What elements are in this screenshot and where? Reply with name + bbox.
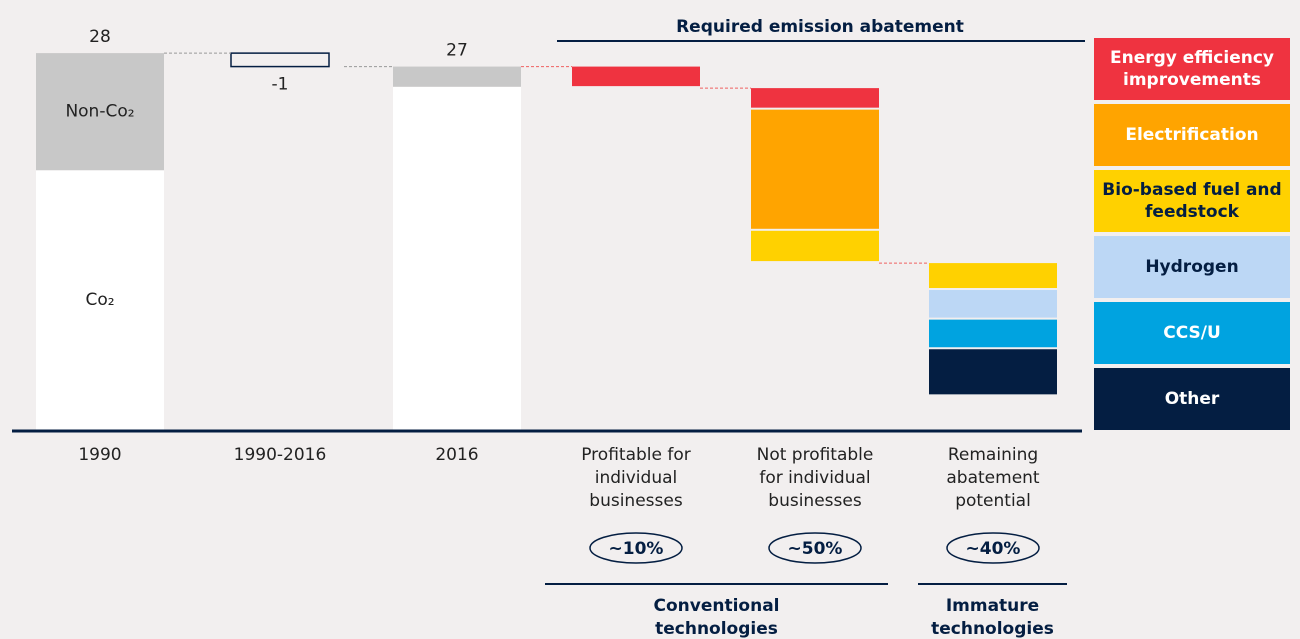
legend-swatch <box>1094 368 1290 430</box>
bar-segment <box>36 53 164 171</box>
legend-label: Electrification <box>1125 125 1258 145</box>
bar-segment <box>751 109 879 229</box>
x-tick-label: Profitable for individual businesses <box>581 445 691 511</box>
x-tick-label: 1990-2016 <box>234 445 327 465</box>
legend-label: Hydrogen <box>1145 257 1238 277</box>
legend-label: CCS/U <box>1163 323 1221 343</box>
bar-segment <box>929 319 1057 348</box>
share-badge <box>768 532 862 564</box>
total-label: 27 <box>446 41 468 61</box>
group-label: Immature technologies <box>931 596 1054 639</box>
share-label: ~10% <box>609 539 664 559</box>
bar-segment <box>751 88 879 108</box>
share-label: ~40% <box>966 539 1021 559</box>
change-bar <box>230 52 330 68</box>
total-label: 28 <box>89 27 111 47</box>
legend-swatch <box>1094 170 1290 232</box>
segment-label: Non-Co₂ <box>65 102 134 122</box>
segment-label: Co₂ <box>85 290 114 310</box>
bar-segment <box>572 66 700 87</box>
legend-label: Other <box>1165 389 1220 409</box>
legend-label: Energy efficiency improvements <box>1110 48 1274 90</box>
legend-swatch <box>1094 236 1290 298</box>
bar-segment <box>393 66 521 87</box>
x-tick-label: 2016 <box>435 445 478 465</box>
share-badge <box>946 532 1040 564</box>
share-label: ~50% <box>788 539 843 559</box>
x-tick-label: 1990 <box>78 445 121 465</box>
group-label: Conventional technologies <box>653 596 779 639</box>
bar-segment <box>393 86 521 431</box>
bar-segment <box>36 170 164 431</box>
x-tick-label: Remaining abatement potential <box>946 445 1040 511</box>
x-tick-label: Not profitable for individual businesses <box>757 445 874 511</box>
bar-segment <box>929 349 1057 395</box>
legend-swatch <box>1094 104 1290 166</box>
legend-label: Bio-based fuel and feedstock <box>1102 180 1281 222</box>
legend-swatch <box>1094 38 1290 100</box>
bar-segment <box>929 290 1057 318</box>
bar-segment <box>929 263 1057 289</box>
share-badge <box>589 532 683 564</box>
bar-segment <box>751 230 879 262</box>
chart-title: Required emission abatement <box>676 17 964 37</box>
legend-swatch <box>1094 302 1290 364</box>
change-label: -1 <box>272 75 289 95</box>
